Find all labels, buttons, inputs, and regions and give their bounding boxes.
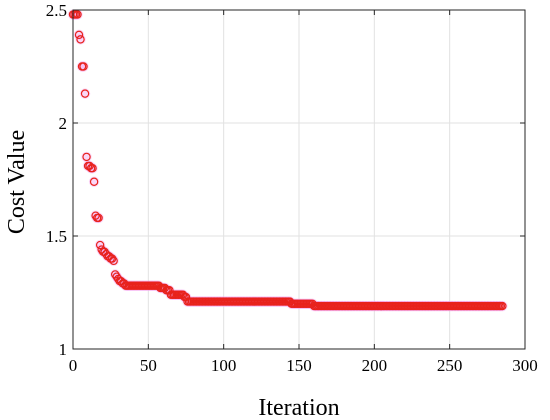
data-point [89,177,99,186]
y-tick-label: 2.5 [46,1,67,20]
data-point [74,30,84,40]
data-point [79,62,88,71]
x-tick-label: 50 [140,356,157,375]
data-point [109,256,118,266]
ticks-layer [72,9,526,350]
grid-layer [72,9,526,350]
x-tick-label: 150 [286,356,312,375]
data-point [76,35,85,44]
data-point [73,10,82,19]
x-axis-label: Iteration [258,395,339,420]
data-point [82,152,91,162]
x-tick-label: 100 [211,356,237,375]
data-point [88,163,97,173]
data-point [178,290,188,299]
data-point [175,290,185,299]
x-tick-label: 0 [69,356,78,375]
data-point [496,301,506,311]
data-point [107,254,117,263]
x-tick-label: 250 [437,356,463,375]
x-tick-label: 200 [362,356,388,375]
y-axis-label: Cost Value [4,130,30,234]
y-tick-label: 1.5 [46,227,67,246]
data-point [163,286,173,295]
x-tick-label: 300 [512,356,538,375]
data-point [80,89,90,98]
y-tick-label: 2 [59,114,68,133]
data-point [169,290,179,299]
data-point [150,281,159,290]
y-tick-label: 1 [59,340,68,359]
highlight-layer [67,9,508,312]
data-point [95,240,105,250]
data-point [94,213,103,223]
data-point [172,290,182,299]
tick-labels-layer: 0 50 100 150 200 250 300 1 1.5 2 2.5 [46,1,538,375]
points-layer [68,10,507,311]
